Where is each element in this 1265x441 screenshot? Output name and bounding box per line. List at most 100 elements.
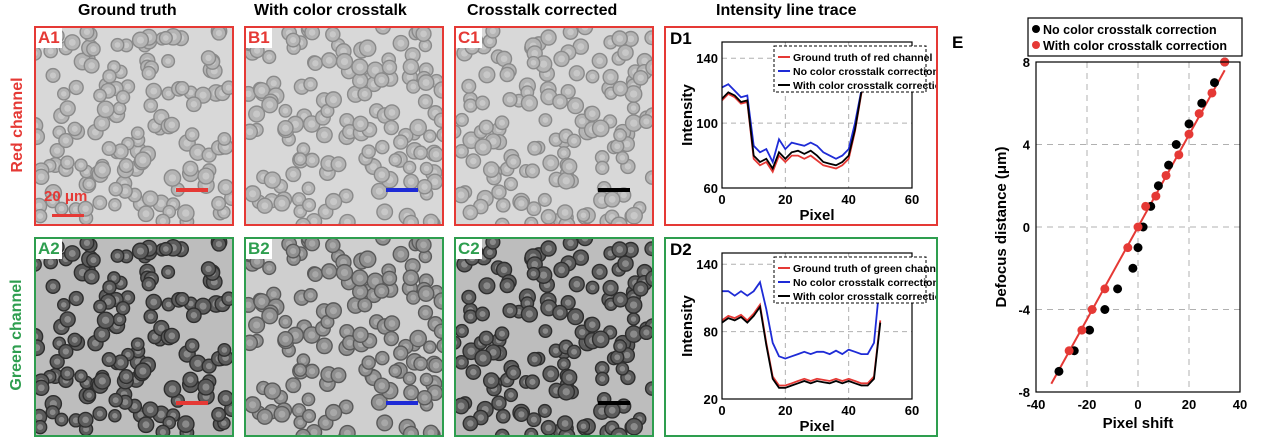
y-tick-label: 0 bbox=[1023, 220, 1030, 235]
cell-image-A2 bbox=[36, 239, 232, 435]
x-tick-label: 60 bbox=[905, 403, 919, 418]
row-title-red: Red channel bbox=[9, 77, 26, 173]
scatter-point-1 bbox=[1161, 170, 1171, 180]
row-title-green: Green channel bbox=[8, 279, 25, 391]
cell-image-C2 bbox=[456, 239, 652, 435]
scatter-point-1 bbox=[1207, 88, 1217, 98]
x-tick-label: 40 bbox=[1233, 397, 1247, 412]
x-tick-label: -40 bbox=[1027, 397, 1046, 412]
series-line-0 bbox=[721, 302, 882, 387]
legend-swatch bbox=[1032, 41, 1040, 49]
panel-label-E: E bbox=[952, 33, 963, 52]
scale-bar-ref bbox=[52, 214, 84, 217]
cell-image-B2 bbox=[246, 239, 442, 435]
legend-box bbox=[773, 256, 927, 304]
scale-bar-A1 bbox=[176, 188, 208, 192]
col-title-crosstalk-corrected: Crosstalk corrected bbox=[467, 2, 618, 19]
scatter-point-0 bbox=[1085, 325, 1095, 335]
scatter-point-1 bbox=[1184, 129, 1194, 139]
x-tick-label: -20 bbox=[1078, 397, 1097, 412]
scatter-point-1 bbox=[1123, 243, 1133, 253]
panel-A1: A1 20 μm bbox=[34, 26, 234, 226]
axes-box bbox=[1035, 61, 1241, 393]
y-axis-label: Defocus distance (μm) bbox=[993, 147, 1010, 308]
scatter-point-1 bbox=[1133, 222, 1143, 232]
col-title-ground-truth: Ground truth bbox=[78, 2, 177, 19]
x-tick-label: 0 bbox=[1134, 397, 1141, 412]
scatter-point-1 bbox=[1077, 325, 1087, 335]
panel-B2: B2 bbox=[244, 237, 444, 437]
scatter-point-0 bbox=[1171, 140, 1181, 149]
legend-entry: Ground truth of red channel bbox=[793, 52, 932, 64]
scatter-point-0 bbox=[1128, 263, 1138, 273]
scatter-point-0 bbox=[1054, 366, 1064, 376]
x-tick-label: 20 bbox=[1182, 397, 1196, 412]
y-tick-label: 140 bbox=[696, 257, 718, 272]
legend-entry: No color crosstalk correction bbox=[793, 66, 936, 78]
series-line-1 bbox=[722, 277, 882, 360]
x-axis-label: Pixel bbox=[799, 207, 834, 224]
scatter-point-0 bbox=[1113, 284, 1123, 294]
scatter-point-0 bbox=[1184, 119, 1194, 129]
scale-label: 20 μm bbox=[44, 188, 88, 205]
y-tick-label: 60 bbox=[704, 181, 718, 196]
x-tick-label: 20 bbox=[778, 403, 792, 418]
plot-D1-frame: D1 0 20 40 60 60 100 140 Pixel Intensity Ground tr… bbox=[664, 26, 948, 226]
col-title-with-crosstalk: With color crosstalk bbox=[254, 2, 407, 19]
x-tick-label: 0 bbox=[718, 192, 725, 207]
legend-entry: With color crosstalk correction bbox=[793, 291, 936, 303]
axes-box bbox=[721, 41, 913, 189]
col-title-line-trace: Intensity line trace bbox=[716, 2, 857, 19]
axes-box bbox=[721, 252, 913, 400]
y-axis-label: Intensity bbox=[679, 84, 696, 146]
x-axis-label: Pixel bbox=[799, 418, 834, 435]
scatter-point-0 bbox=[1133, 243, 1143, 253]
y-tick-label: 100 bbox=[696, 116, 718, 131]
scale-bar-B2 bbox=[386, 401, 418, 405]
legend-entry: With color crosstalk correction bbox=[793, 80, 936, 92]
panel-label-C1: C1 bbox=[456, 28, 482, 48]
legend-box bbox=[1027, 17, 1243, 57]
scatter-point-1 bbox=[1087, 305, 1097, 314]
y-tick-label: 20 bbox=[704, 392, 718, 407]
scatter-point-1 bbox=[1194, 109, 1204, 119]
scatter-point-1 bbox=[1174, 150, 1184, 160]
legend-entry: Ground truth of green channel bbox=[793, 263, 936, 275]
x-tick-label: 20 bbox=[778, 192, 792, 207]
panel-label-B2: B2 bbox=[246, 239, 272, 259]
scatter-point-0 bbox=[1153, 181, 1163, 191]
panel-C2: C2 bbox=[454, 237, 654, 437]
y-axis-label: Intensity bbox=[679, 295, 696, 357]
scatter-point-0 bbox=[1164, 160, 1174, 170]
scatter-point-1 bbox=[1151, 191, 1161, 201]
panel-C1: C1 bbox=[454, 26, 654, 226]
panel-label-C2: C2 bbox=[456, 239, 482, 259]
y-tick-label: 8 bbox=[1023, 55, 1030, 70]
x-tick-label: 40 bbox=[841, 192, 855, 207]
panel-label-D1: D1 bbox=[670, 29, 692, 48]
plot-D2-frame: D2 0 20 40 60 20 80 140 Pixel Intensity Ground tru… bbox=[664, 237, 948, 437]
scatter-point-0 bbox=[1210, 78, 1219, 88]
scale-bar-A2 bbox=[176, 401, 208, 405]
panel-label-A2: A2 bbox=[36, 239, 62, 259]
legend-entry: No color crosstalk correction bbox=[793, 277, 936, 289]
scatter-point-1 bbox=[1100, 284, 1110, 294]
scale-bar-B1 bbox=[386, 188, 418, 192]
series-line-2 bbox=[721, 54, 882, 171]
x-axis-label: Pixel shift bbox=[1103, 415, 1174, 432]
y-tick-label: 4 bbox=[1023, 138, 1031, 153]
legend-entry: With color crosstalk correction bbox=[1043, 39, 1227, 53]
cell-image-B1 bbox=[246, 28, 442, 224]
y-tick-label: -8 bbox=[1018, 385, 1030, 400]
legend-entry: No color crosstalk correction bbox=[1043, 23, 1217, 37]
panel-label-B1: B1 bbox=[246, 28, 272, 48]
x-tick-label: 60 bbox=[905, 192, 919, 207]
cell-image-C1 bbox=[456, 28, 652, 224]
series-line-2 bbox=[721, 304, 882, 389]
scatter-point-0 bbox=[1197, 98, 1207, 108]
panel-label-A1: A1 bbox=[36, 28, 62, 48]
y-tick-label: -4 bbox=[1018, 303, 1030, 318]
y-tick-label: 140 bbox=[696, 51, 718, 66]
